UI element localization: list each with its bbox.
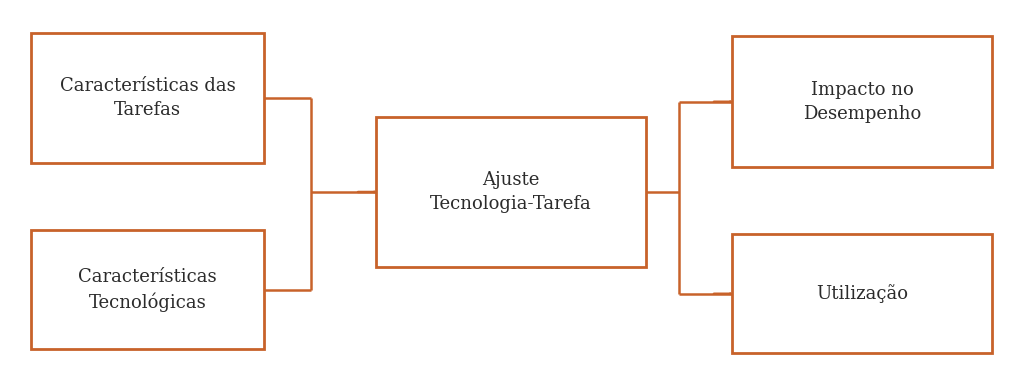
Bar <box>31 230 264 349</box>
Bar <box>31 33 264 163</box>
Text: Ajuste
Tecnologia-Tarefa: Ajuste Tecnologia-Tarefa <box>430 171 592 213</box>
Bar <box>732 36 992 167</box>
Text: Características das
Tarefas: Características das Tarefas <box>60 77 235 119</box>
Text: Utilização: Utilização <box>816 284 908 303</box>
Text: Características
Tecnológicas: Características Tecnológicas <box>78 268 217 312</box>
Bar <box>376 117 646 267</box>
Text: Impacto no
Desempenho: Impacto no Desempenho <box>802 81 921 122</box>
Bar <box>732 234 992 353</box>
